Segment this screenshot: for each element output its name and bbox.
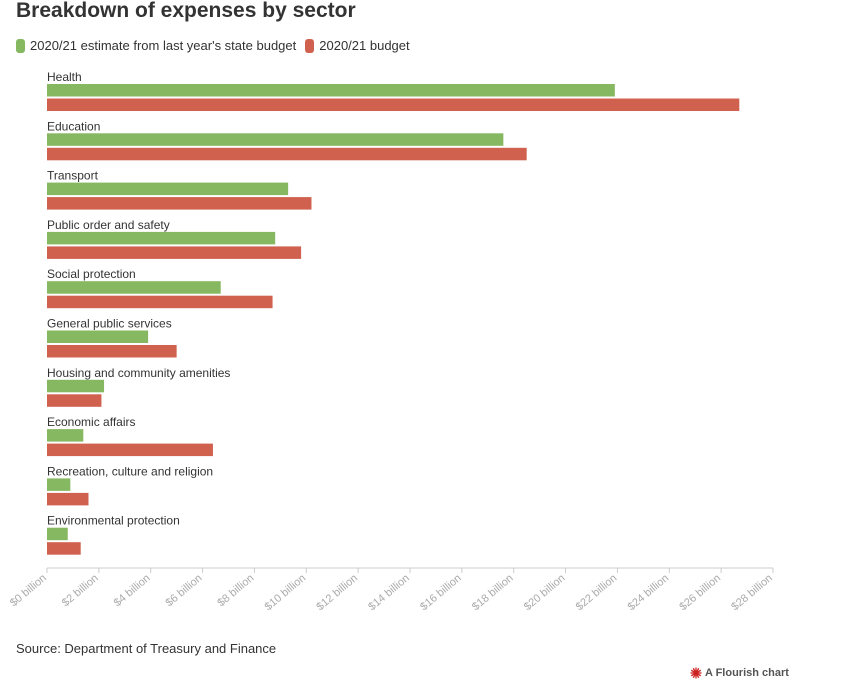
bar-estimate [47,182,289,196]
legend-label-estimate: 2020/21 estimate from last year's state … [30,38,297,53]
x-tick-label: $4 billion [112,572,153,609]
bar-budget [47,394,102,407]
category-label: Recreation, culture and religion [47,464,213,478]
category-label: Social protection [47,267,136,281]
bar-estimate [47,527,68,541]
x-tick-label: $12 billion [314,572,360,613]
flourish-icon [690,667,702,679]
x-tick-label: $6 billion [164,572,205,609]
legend-item-estimate[interactable]: 2020/21 estimate from last year's state … [16,38,296,53]
bar-budget [47,443,213,457]
x-tick-label: $10 billion [263,572,309,613]
x-tick-label: $16 billion [418,572,464,613]
category-label: Health [47,70,82,84]
x-tick-label: $18 billion [470,572,516,613]
source-note: Source: Department of Treasury and Finan… [16,641,277,656]
legend-swatch-budget [305,38,315,53]
bar-estimate [47,281,221,294]
bar-estimate [47,429,84,442]
legend-label-budget: 2020/21 budget [319,38,410,53]
bar-budget [47,147,527,161]
x-tick-label: $8 billion [215,572,256,609]
legend-item-budget[interactable]: 2020/21 budget [305,38,410,53]
bar-estimate [47,379,105,393]
x-tick-label: $24 billion [626,572,672,613]
category-label: Education [47,119,100,133]
bar-estimate [47,330,149,343]
x-tick-label: $14 billion [366,572,412,613]
x-tick-label: $26 billion [677,572,723,613]
bar-estimate [47,133,504,146]
category-label: General public services [47,317,172,331]
bar-budget [47,197,312,210]
x-tick-label: $20 billion [522,572,568,613]
category-label: Public order and safety [47,218,170,232]
bar-estimate [47,478,71,491]
bar-estimate [47,231,276,245]
bar-budget [47,98,740,111]
category-label: Transport [47,169,99,183]
legend: 2020/21 estimate from last year's state … [16,38,419,53]
chart-title: Breakdown of expenses by sector [16,0,356,22]
bar-budget [47,492,89,506]
x-tick-label: $28 billion [729,572,775,613]
category-label: Environmental protection [47,514,180,528]
x-tick-label: $0 billion [8,572,49,609]
flourish-credit[interactable]: A Flourish chart [690,667,789,679]
bar-budget [47,542,81,555]
bar-estimate [47,84,615,97]
flourish-credit-label: A Flourish chart [705,667,789,679]
category-label: Housing and community amenities [47,366,230,380]
x-tick-label: $2 billion [60,572,101,609]
category-label: Economic affairs [47,415,135,429]
x-tick-label: $22 billion [574,572,620,613]
bar-budget [47,246,302,259]
bar-budget [47,295,273,309]
bar-budget [47,345,177,358]
legend-swatch-estimate [16,38,25,53]
